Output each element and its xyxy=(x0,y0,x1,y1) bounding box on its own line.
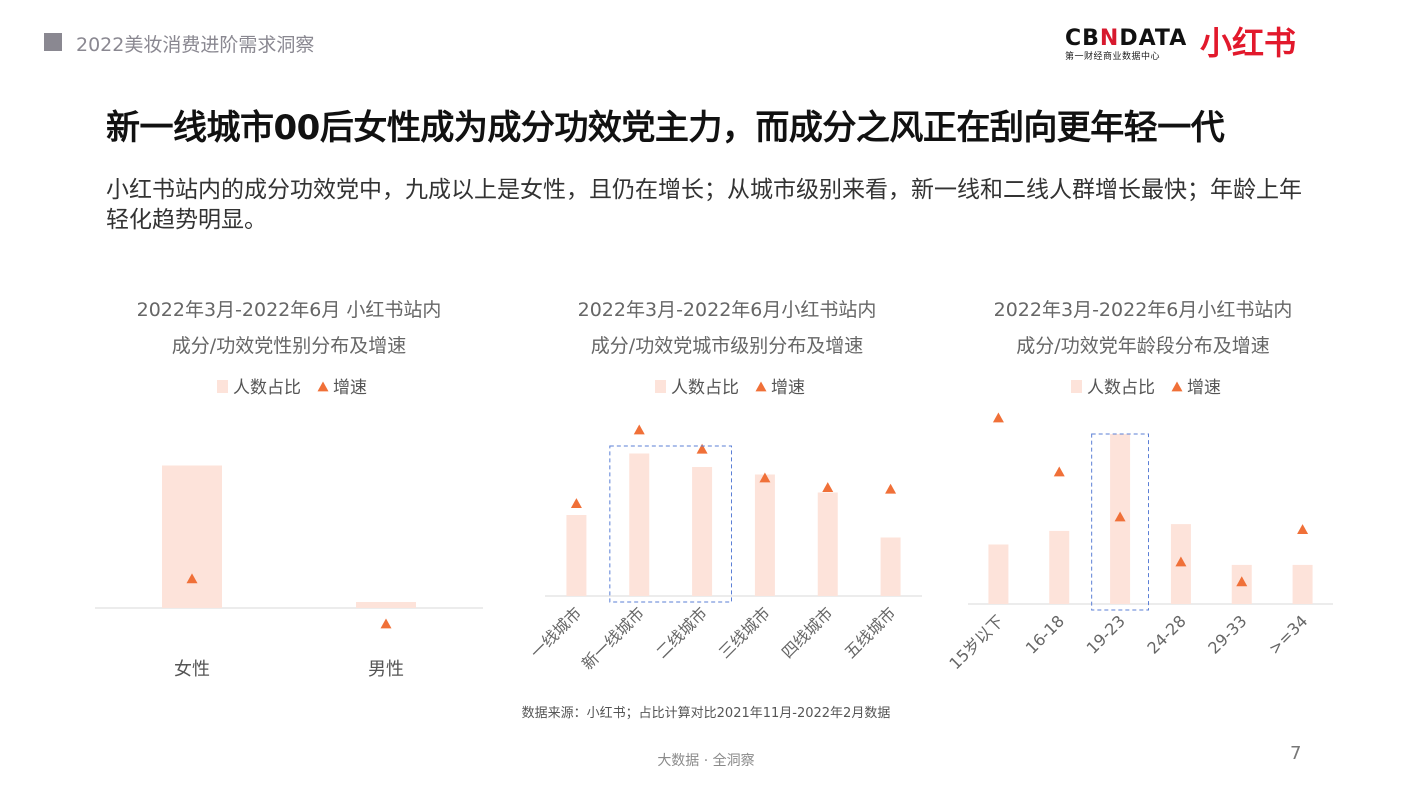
growth-marker-1 xyxy=(633,424,645,435)
chart-title-line1: 2022年3月-2022年6月小红书站内 xyxy=(578,299,877,321)
bar-0 xyxy=(566,515,587,596)
growth-marker-0 xyxy=(570,498,582,508)
legend-growth-label: 增速 xyxy=(1187,378,1221,398)
bar-0 xyxy=(162,465,222,608)
bar-0 xyxy=(988,544,1009,604)
bar-1 xyxy=(1049,530,1070,604)
legend-bar-label: 人数占比 xyxy=(671,378,739,398)
bar-5 xyxy=(880,537,901,596)
growth-marker-5 xyxy=(885,483,897,494)
section-marker xyxy=(44,33,62,51)
growth-marker-3 xyxy=(759,472,771,483)
legend-growth-label: 增速 xyxy=(771,378,805,398)
category-label-0: 15岁以下 xyxy=(945,611,1007,673)
category-label-1: 新一线城市 xyxy=(578,603,648,673)
category-label-4: 29-33 xyxy=(1204,611,1250,657)
growth-marker-1 xyxy=(380,618,392,629)
chart-title-line2: 成分/功效党城市级别分布及增速 xyxy=(591,335,863,357)
bar-5 xyxy=(1292,564,1313,604)
growth-marker-5 xyxy=(1297,524,1309,534)
page-subtitle: 小红书站内的成分功效党中，九成以上是女性，且仍在增长；从城市级别来看，新一线和二… xyxy=(106,177,1302,233)
legend-triangle-swatch xyxy=(1171,381,1183,392)
growth-marker-3 xyxy=(1175,556,1187,567)
page-headline: 新一线城市00后女性成为成分功效党主力，而成分之风正在刮向更年轻一代 xyxy=(106,108,1225,148)
source-note: 数据来源：小红书；占比计算对比2021年11月-2022年2月数据 xyxy=(521,706,891,721)
category-label-2: 二线城市 xyxy=(652,603,711,662)
chart-title-line2: 成分/功效党性别分布及增速 xyxy=(172,335,406,357)
category-label-0: 女性 xyxy=(174,659,210,680)
growth-marker-0 xyxy=(992,412,1004,423)
legend-bar-label: 人数占比 xyxy=(233,378,301,398)
category-label-2: 19-23 xyxy=(1083,611,1129,657)
growth-marker-4 xyxy=(822,482,834,492)
chart-title-line1: 2022年3月-2022年6月小红书站内 xyxy=(994,299,1293,321)
legend-triangle-swatch xyxy=(755,381,767,392)
legend-bar-swatch xyxy=(655,380,666,393)
page-number: 7 xyxy=(1290,743,1302,764)
xiaohongshu-logo: 小红书 xyxy=(1200,24,1297,62)
growth-marker-4 xyxy=(1236,576,1248,587)
category-label-3: 24-28 xyxy=(1143,611,1189,657)
bar-1 xyxy=(629,453,650,596)
category-label-5: 五线城市 xyxy=(841,603,900,662)
growth-marker-1 xyxy=(1053,466,1065,477)
category-label-4: 四线城市 xyxy=(778,603,837,662)
growth-marker-2 xyxy=(1114,511,1126,522)
highlight-box xyxy=(609,445,732,603)
footer-slogan: 大数据 · 全洞察 xyxy=(657,753,755,769)
bar-3 xyxy=(754,474,775,596)
growth-marker-0 xyxy=(186,573,198,584)
legend-growth-label: 增速 xyxy=(333,378,367,398)
bar-4 xyxy=(817,492,838,596)
legend-bar-swatch xyxy=(217,380,228,393)
category-label-1: 16-18 xyxy=(1022,611,1068,657)
category-label-0: 一线城市 xyxy=(527,603,586,662)
legend-bar-label: 人数占比 xyxy=(1087,378,1155,398)
category-label-3: 三线城市 xyxy=(715,603,774,662)
legend-triangle-swatch xyxy=(317,381,329,392)
category-label-5: >=34 xyxy=(1265,611,1312,658)
category-label-1: 男性 xyxy=(368,659,404,680)
highlight-box xyxy=(1091,433,1149,611)
chart-title-line1: 2022年3月-2022年6月 小红书站内 xyxy=(137,299,442,321)
growth-marker-2 xyxy=(696,443,708,454)
bar-2 xyxy=(692,467,713,596)
chart-title-line2: 成分/功效党年龄段分布及增速 xyxy=(1016,335,1269,357)
section-title: 2022美妆消费进阶需求洞察 xyxy=(76,34,315,56)
legend-bar-swatch xyxy=(1071,380,1082,393)
cbndata-logo: CBNDATA 第一财经商业数据中心 xyxy=(1065,26,1188,63)
bar-1 xyxy=(356,602,416,608)
